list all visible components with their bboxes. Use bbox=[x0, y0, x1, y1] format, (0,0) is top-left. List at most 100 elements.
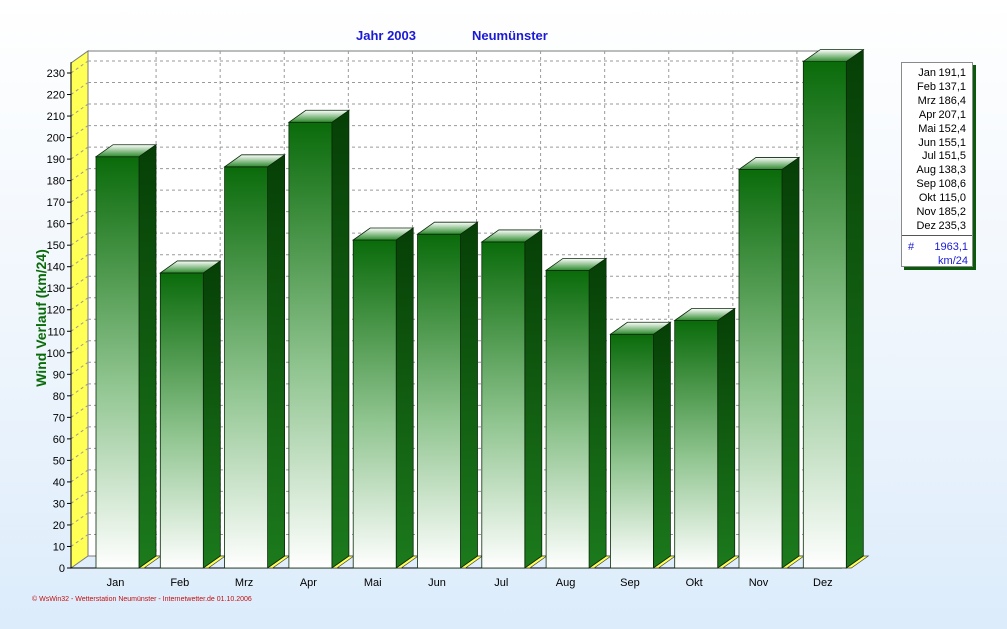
bar-side bbox=[653, 321, 671, 569]
legend-row: Nov 185,2 bbox=[902, 205, 968, 219]
legend-month: Aug bbox=[916, 164, 936, 177]
legend-divider bbox=[902, 235, 972, 236]
legend-month: Apr bbox=[918, 108, 936, 121]
x-tick-label: Dez bbox=[813, 577, 833, 589]
bar-front bbox=[224, 166, 269, 569]
y-tick-label: 220 bbox=[47, 90, 65, 102]
legend-month: Sep bbox=[916, 178, 936, 191]
bar-top bbox=[94, 144, 158, 158]
legend-row: Dez 235,3 bbox=[902, 219, 968, 233]
bar-top bbox=[609, 321, 672, 335]
legend-total-value: 1963,1 bbox=[934, 241, 968, 253]
legend-row: Okt 115,0 bbox=[902, 191, 968, 205]
legend-row: Jan 191,1 bbox=[902, 66, 968, 80]
y-tick-label: 70 bbox=[53, 412, 65, 424]
x-tick-label: Mai bbox=[364, 577, 382, 589]
y-tick-label: 10 bbox=[53, 541, 65, 553]
x-tick-label: Apr bbox=[300, 577, 317, 589]
legend-month: Mrz bbox=[917, 94, 936, 107]
bar-jul bbox=[480, 229, 548, 569]
legend-row: Apr 207,1 bbox=[902, 108, 968, 122]
x-tick-label: Okt bbox=[686, 577, 703, 589]
y-tick-label: 120 bbox=[47, 305, 65, 317]
x-tick-label: Aug bbox=[556, 577, 576, 589]
chart-title-station: Neumünster bbox=[472, 28, 548, 43]
y-tick-label: 180 bbox=[47, 176, 65, 188]
bar-front bbox=[545, 269, 590, 569]
bar-sep bbox=[609, 321, 677, 569]
y-tick-label: 80 bbox=[53, 391, 65, 403]
bar-feb bbox=[159, 260, 227, 569]
legend-value: 152,4 bbox=[938, 122, 966, 135]
bar-mrz bbox=[223, 154, 291, 569]
bar-top bbox=[673, 308, 736, 321]
bar-jan bbox=[94, 143, 163, 569]
legend-value: 137,1 bbox=[938, 80, 966, 93]
y-tick-label: 140 bbox=[47, 262, 65, 274]
bar-front bbox=[352, 239, 397, 569]
x-tick-label: Sep bbox=[620, 577, 640, 589]
y-tick-label: 150 bbox=[47, 240, 65, 252]
bar-side bbox=[524, 229, 543, 569]
bar-top bbox=[544, 257, 608, 271]
bar-side bbox=[138, 143, 157, 569]
legend-total-symbol: # bbox=[908, 241, 915, 253]
bar-front bbox=[481, 241, 526, 569]
y-tick-label: 90 bbox=[53, 369, 65, 381]
legend-row: Mrz 186,4 bbox=[902, 94, 968, 108]
bar-front bbox=[610, 333, 654, 569]
bars bbox=[94, 48, 870, 569]
y-tick-label: 20 bbox=[53, 520, 65, 532]
bar-front bbox=[738, 169, 783, 569]
y-axis-label: Wind Verlauf (km/24) bbox=[33, 249, 49, 387]
y-tick-label: 170 bbox=[47, 197, 65, 209]
legend-row: Feb 137,1 bbox=[902, 80, 968, 94]
bar-top bbox=[802, 49, 865, 62]
bar-front bbox=[95, 156, 140, 569]
bar-side bbox=[331, 109, 350, 569]
bar-side bbox=[267, 154, 286, 569]
x-tick-label: Feb bbox=[170, 577, 189, 589]
y-tick-label: 190 bbox=[47, 154, 65, 166]
x-tick-label: Jul bbox=[494, 577, 508, 589]
legend-month: Mai bbox=[918, 122, 936, 135]
x-tick-label: Nov bbox=[749, 577, 769, 589]
bar-front bbox=[802, 61, 847, 569]
legend-value: 108,6 bbox=[938, 178, 966, 191]
y-tick-label: 160 bbox=[47, 219, 65, 231]
bar-mai bbox=[351, 227, 420, 569]
bar-top bbox=[480, 229, 544, 243]
legend-month: Jul bbox=[921, 150, 936, 163]
bar-side bbox=[845, 48, 864, 569]
y-tick-label: 130 bbox=[47, 283, 65, 295]
bar-side bbox=[460, 221, 478, 569]
footer-credit: © WsWin32 - Wetterstation Neumünster - I… bbox=[32, 596, 252, 603]
plot-left-wall bbox=[70, 50, 89, 569]
y-tick-label: 40 bbox=[53, 477, 65, 489]
bar-side bbox=[717, 307, 736, 569]
bar-front bbox=[674, 320, 719, 569]
bar-top bbox=[737, 157, 801, 170]
legend-total: # 1963,1 km/24 bbox=[902, 239, 972, 267]
y-tick-label: 110 bbox=[47, 326, 65, 338]
legend-row: Aug 138,3 bbox=[902, 163, 968, 177]
legend-value: 191,1 bbox=[938, 67, 966, 79]
bar-dez bbox=[802, 48, 870, 569]
chart-title-year: Jahr 2003 bbox=[356, 28, 416, 43]
bar-side bbox=[588, 257, 607, 569]
bar-side bbox=[395, 227, 414, 569]
bar-okt bbox=[673, 307, 741, 569]
legend-row: Jul 151,5 bbox=[902, 149, 968, 163]
y-tick-label: 50 bbox=[53, 455, 65, 467]
bar-top bbox=[416, 221, 479, 235]
bar-top bbox=[223, 154, 286, 168]
bar-top bbox=[159, 260, 222, 274]
bar-top bbox=[287, 109, 351, 123]
legend-month: Feb bbox=[917, 80, 936, 93]
y-tick-label: 210 bbox=[47, 111, 65, 123]
bar-front bbox=[417, 233, 461, 569]
bar-side bbox=[781, 156, 800, 569]
bar-side bbox=[202, 260, 221, 569]
bar-nov bbox=[737, 156, 806, 569]
